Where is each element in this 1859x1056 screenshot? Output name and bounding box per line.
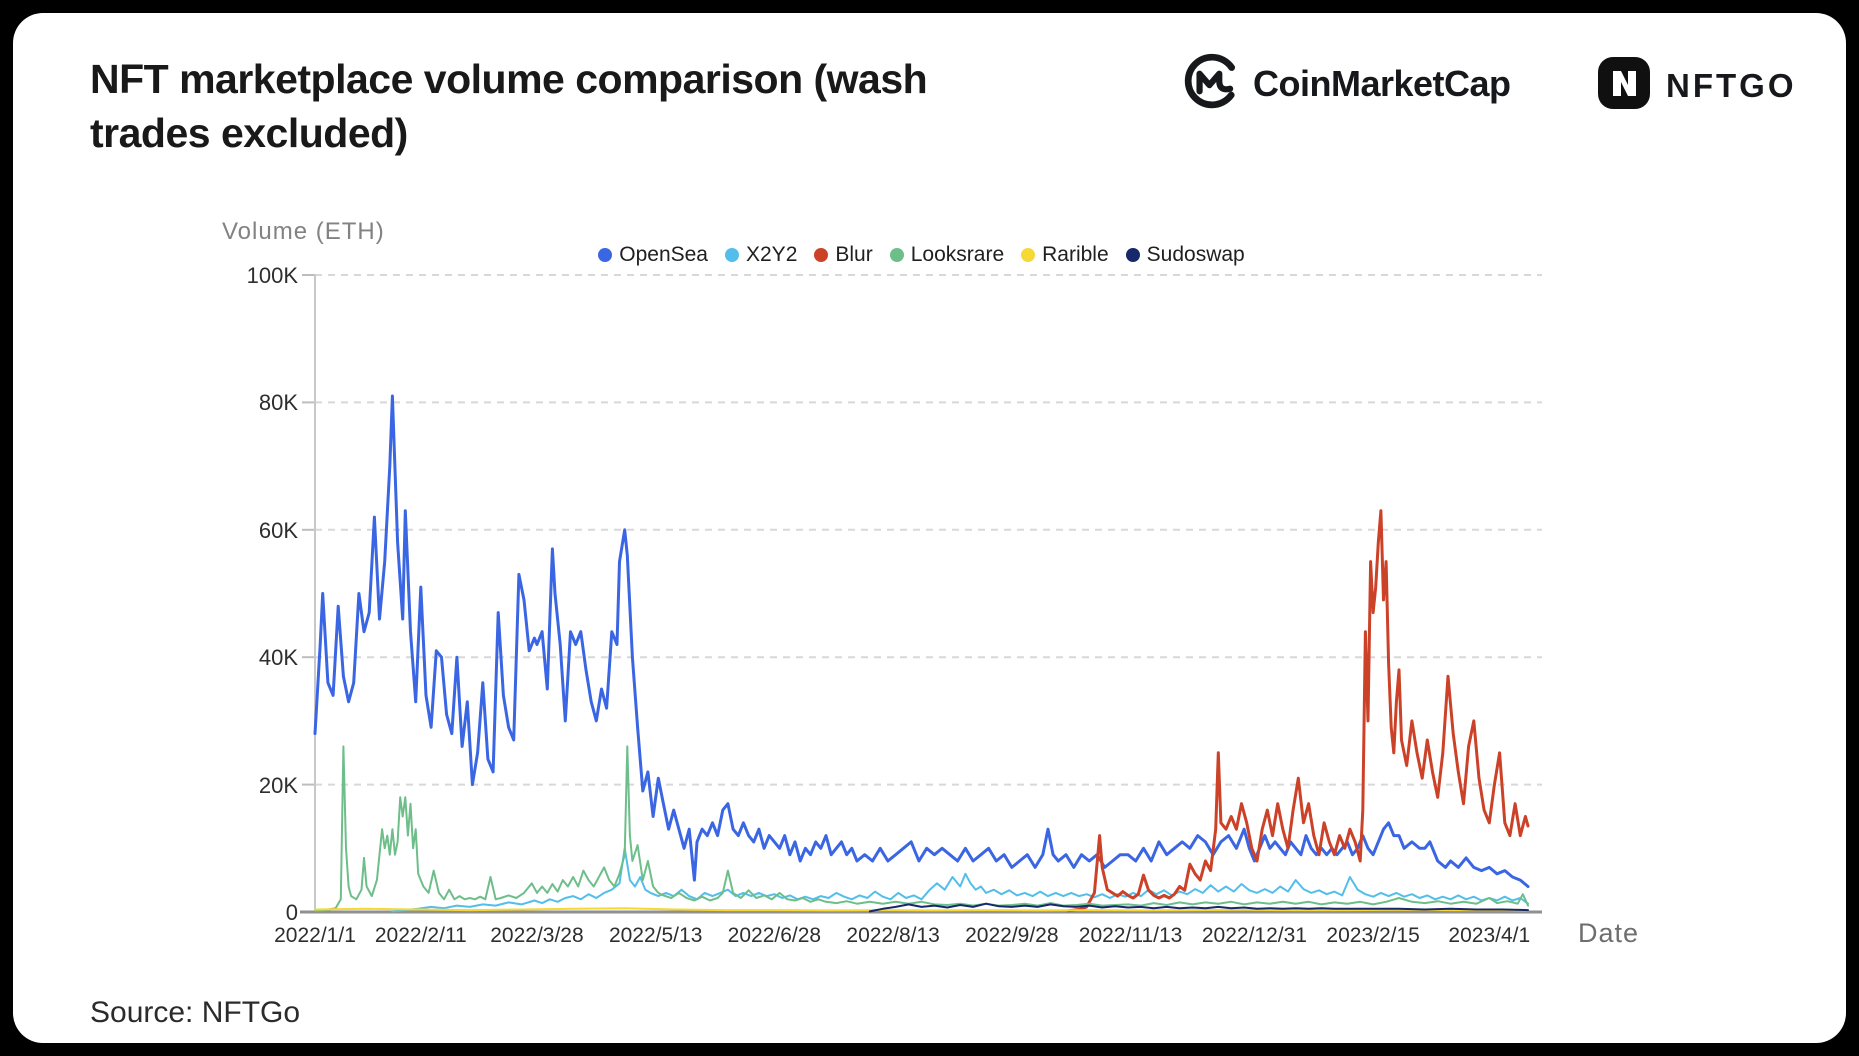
page-title-line2: trades excluded) [90,110,408,156]
y-tick-label: 80K [258,390,298,416]
y-tick-label: 60K [258,517,298,543]
legend-dot-icon [598,248,613,262]
legend-item-sudoswap[interactable]: Sudoswap [1125,243,1245,267]
series-line-sudoswap [868,902,1529,913]
coinmarketcap-wordmark: CoinMarketCap [1253,62,1511,104]
series-line-looksrare [314,745,1529,912]
legend-dot-icon [889,248,904,262]
series-line-opensea [313,394,1530,888]
legend-item-label: X2Y2 [746,243,798,266]
nftgo-icon [1596,55,1652,116]
series-line-rarible [314,907,1529,912]
y-axis-title: Volume (ETH) [222,218,385,245]
legend-item-rarible[interactable]: Rarible [1021,243,1109,267]
x-tick-label: 2022/1/1 [274,924,356,947]
x-tick-label: 2023/2/15 [1326,924,1420,947]
y-tick-label: 40K [258,645,298,671]
chart-card [13,13,1846,1043]
legend-item-label: Sudoswap [1146,243,1245,266]
legend-dot-icon [1021,248,1036,262]
legend-item-label: Blur [835,243,873,266]
x-tick-label: 2023/4/1 [1448,924,1531,947]
y-tick-label: 100K [246,263,298,288]
legend-item-label: OpenSea [619,243,708,266]
y-tick-label: 0 [285,900,298,925]
chart-legend: OpenSea X2Y2 Blur Looksrare Rarible Sudoswap [315,243,1528,267]
x-tick-label: 2022/12/31 [1201,924,1307,947]
legend-dot-icon [725,248,739,262]
source-note: Source: NFTGo [90,996,301,1029]
legend-dot-icon [1125,248,1140,262]
x-tick-label: 2022/5/13 [608,924,703,947]
legend-item-blur[interactable]: Blur [814,243,873,267]
x-tick-label: 2022/6/28 [727,924,822,947]
legend-item-x2y2[interactable]: X2Y2 [725,243,797,267]
series-line-blur [1067,509,1530,913]
coinmarketcap-icon [1183,52,1241,115]
page-title: NFT marketplace volume comparison (wash … [90,52,1080,160]
legend-item-opensea[interactable]: OpenSea [598,243,708,267]
x-tick-label: 2022/11/13 [1078,924,1183,947]
x-axis-title: Date [1578,918,1640,948]
series-line-x2y2 [391,847,1529,913]
nftgo-wordmark: NFTGO [1666,66,1797,104]
legend-item-label: Rarible [1042,243,1109,266]
coinmarketcap-logo: CoinMarketCap [1183,52,1511,115]
x-tick-label: 2022/3/28 [490,924,584,947]
y-tick-label: 20K [258,772,298,798]
legend-dot-icon [814,248,829,262]
legend-item-label: Looksrare [910,243,1005,266]
legend-item-looksrare[interactable]: Looksrare [889,243,1005,267]
page-title-line1: NFT marketplace volume comparison (wash [90,56,928,102]
x-tick-label: 2022/8/13 [846,924,940,947]
x-tick-label: 2022/2/11 [374,924,467,947]
nftgo-logo: NFTGO [1596,55,1796,116]
x-tick-label: 2022/9/28 [965,924,1059,947]
